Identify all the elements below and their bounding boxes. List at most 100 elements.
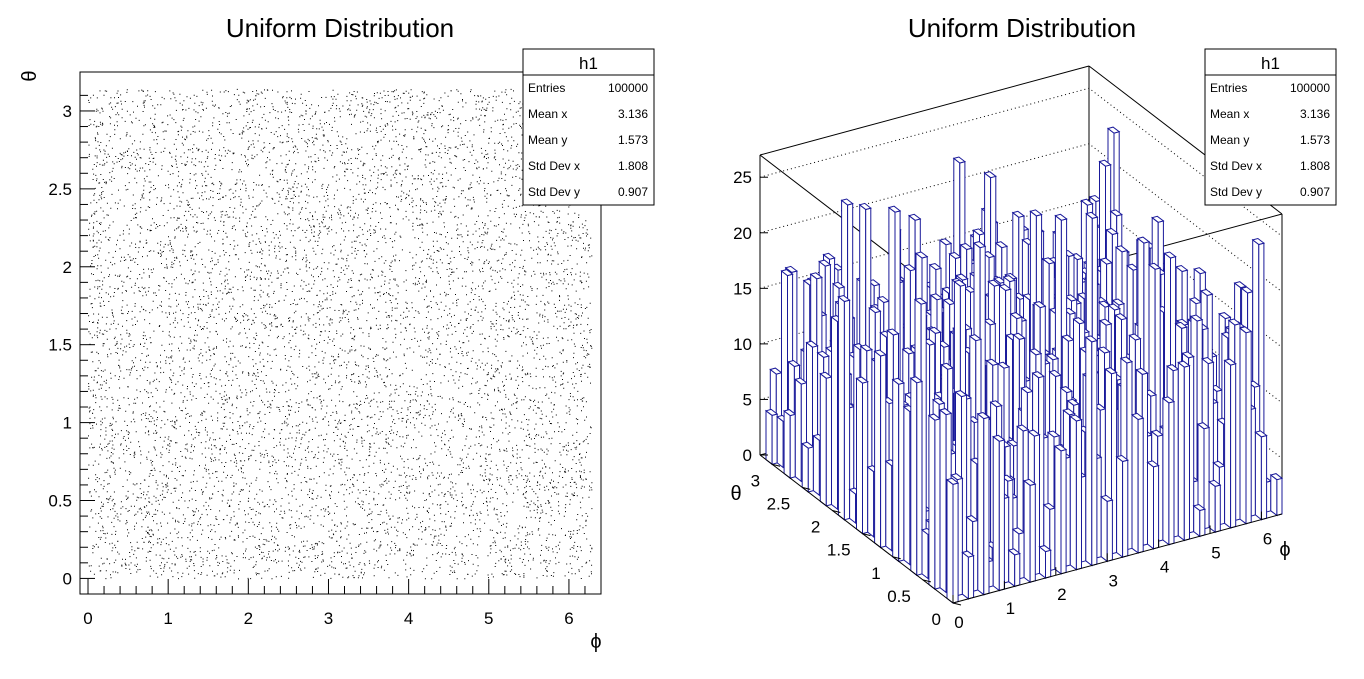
- lego-bar: [1075, 418, 1082, 571]
- lego-y-tick-mark: [832, 510, 841, 513]
- lego-bar: [1212, 460, 1226, 468]
- lego-bar: [972, 241, 987, 249]
- lego-bar: [1085, 211, 1099, 219]
- lego-bar: [849, 488, 857, 525]
- scatter-x-label: ϕ: [590, 631, 601, 653]
- lego-x-axis: [952, 513, 1283, 604]
- lego-bar: [1208, 480, 1216, 534]
- lego-bar: [1111, 298, 1126, 306]
- lego-bar: [1233, 281, 1247, 289]
- scatter-frame: [79, 71, 602, 595]
- stats-row-label: Mean x: [1210, 107, 1249, 121]
- lego-bar: [914, 251, 929, 259]
- lego-grid-line: [759, 198, 1283, 348]
- lego-bar: [1066, 398, 1080, 406]
- lego-bar: [1162, 397, 1170, 546]
- lego-bar: [769, 367, 783, 375]
- lego-y-tick-mark: [771, 463, 781, 467]
- lego-y-tick-label: 0: [932, 610, 941, 629]
- lego-bar: [994, 241, 1009, 249]
- lego-bar: [967, 555, 975, 600]
- lego-y-tick-label: 3: [751, 471, 760, 490]
- lego-bar: [1260, 434, 1268, 521]
- scatter-points: [88, 88, 593, 580]
- lego-bar: [1016, 424, 1030, 432]
- stats-row-value: 1.808: [1300, 159, 1330, 173]
- lego-bar: [837, 295, 845, 521]
- lego-bar: [1188, 297, 1203, 305]
- scatter-x-ticks: 0 1 2 3 4 5 6: [83, 579, 586, 628]
- lego-bar: [885, 460, 893, 552]
- lego-z-tick-label: 5: [743, 390, 752, 409]
- lego-y-axis: [759, 454, 954, 604]
- lego-bar: [1174, 321, 1188, 329]
- stats-row-label: Mean y: [1210, 133, 1249, 147]
- lego-bar: [955, 273, 969, 281]
- lego-bar: [1031, 371, 1045, 379]
- lego-bar: [1106, 126, 1121, 134]
- lego-bar: [938, 408, 953, 416]
- lego-y-label: θ: [730, 483, 741, 505]
- lego-bar: [929, 293, 944, 301]
- lego-bar: [1014, 552, 1021, 587]
- lego-bar: [945, 477, 960, 485]
- lego-x-tick-label: 4: [1160, 557, 1169, 576]
- stats-row-value: 100000: [1290, 81, 1330, 95]
- lego-bar: [952, 156, 967, 164]
- lego-bar: [950, 473, 964, 481]
- scatter-y-tick-label: 2: [63, 258, 72, 277]
- lego-box-edge: [759, 65, 1090, 156]
- lego-bar: [940, 362, 954, 370]
- lego-bar: [1147, 262, 1162, 270]
- lego-bars: [764, 126, 1284, 605]
- stats-row-label: Std Dev x: [1210, 159, 1262, 173]
- lego-y-tick-label: 2: [811, 518, 820, 537]
- lego-bar: [901, 347, 916, 355]
- lego-bar: [909, 376, 924, 384]
- lego-bar: [1161, 396, 1176, 404]
- stats-row-value: 1.573: [1300, 133, 1330, 147]
- lego-bar: [996, 361, 1011, 369]
- lego-bar: [1098, 318, 1113, 326]
- lego-bar: [1041, 257, 1056, 265]
- lego-bar: [1045, 549, 1052, 579]
- lego-bar: [840, 198, 854, 206]
- lego-bar: [783, 409, 791, 480]
- lego-bar: [801, 441, 815, 449]
- lego-y-tick-mark: [802, 486, 811, 490]
- lego-bar: [1114, 313, 1128, 321]
- lego-bar: [873, 349, 887, 357]
- lego-bar: [913, 297, 928, 305]
- lego-bar: [1131, 413, 1139, 554]
- scatter-title: Uniform Distribution: [226, 13, 454, 43]
- lego-bar: [771, 413, 778, 465]
- scatter-x-tick-label: 5: [484, 609, 493, 628]
- lego-x-tick-label: 5: [1211, 543, 1220, 562]
- lego-bar: [982, 318, 997, 326]
- lego-bar: [965, 515, 979, 523]
- stats-row-label: Std Dev y: [528, 185, 580, 199]
- lego-bar: [1097, 346, 1111, 354]
- lego-bar: [765, 409, 773, 466]
- lego-bar: [891, 377, 906, 385]
- lego-bar: [976, 411, 991, 420]
- lego-bar: [867, 466, 875, 538]
- lego-bar: [1230, 363, 1237, 529]
- lego-bar: [1053, 444, 1068, 452]
- lego-bar: [782, 409, 797, 417]
- lego-bar: [992, 434, 1006, 442]
- lego-bar: [1098, 159, 1112, 167]
- lego-bar: [968, 334, 983, 342]
- stats-row-label: Entries: [528, 81, 565, 95]
- lego-bar: [931, 397, 946, 405]
- lego-bar: [916, 380, 923, 576]
- lego-z-tick-label: 10: [733, 335, 752, 354]
- lego-bar: [856, 377, 863, 535]
- lego-bar: [1011, 527, 1026, 535]
- lego-bar: [898, 382, 905, 563]
- lego-bar: [1214, 484, 1221, 533]
- lego-bar: [1165, 364, 1180, 372]
- lego-bar: [776, 415, 784, 469]
- lego-panel: Uniform Distribution 0 1 2 3 4 5 6 0 0.5 1 1.5 2 2.5…: [730, 13, 1337, 632]
- stats-box-name: h1: [579, 54, 598, 73]
